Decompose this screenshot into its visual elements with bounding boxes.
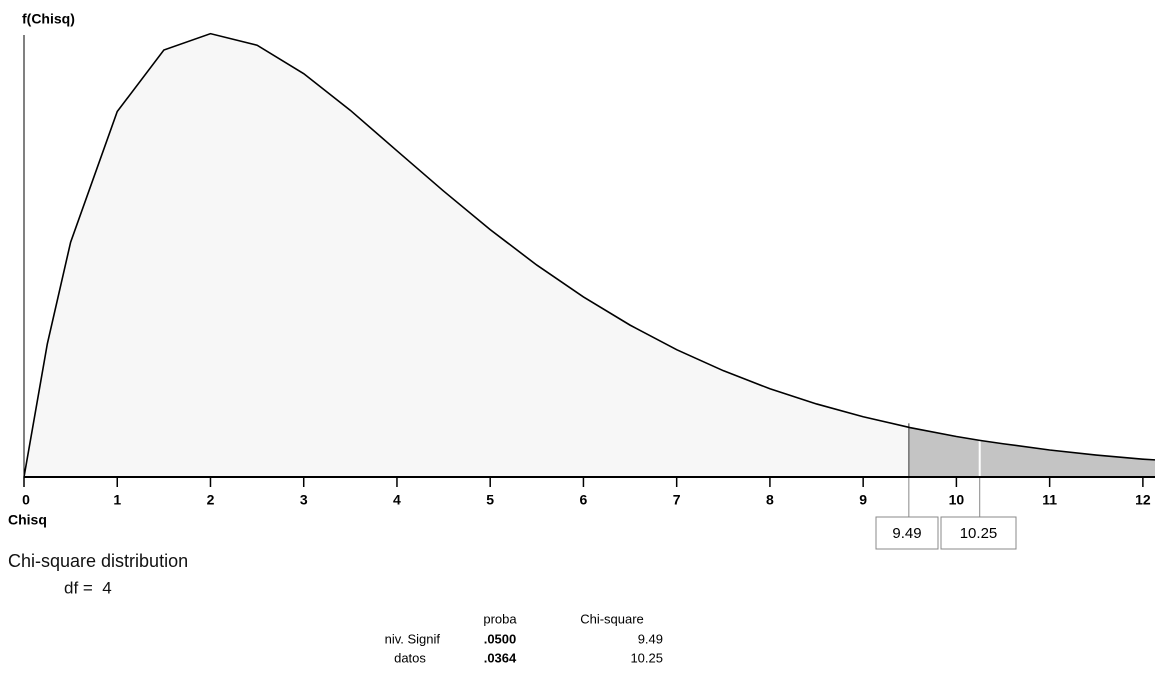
x-tick-label: 6 — [580, 492, 588, 508]
x-tick-label: 7 — [673, 492, 681, 508]
rejection-region — [908, 427, 980, 477]
chisq-cell: 9.49 — [638, 631, 663, 646]
marker-label: 9.49 — [892, 525, 921, 542]
x-tick-label: 4 — [393, 492, 401, 508]
row-label: datos — [394, 650, 426, 665]
x-tick-label: 1 — [113, 492, 121, 508]
proba-cell: .0500 — [484, 631, 517, 646]
x-tick-label: 3 — [300, 492, 308, 508]
x-tick-label: 10 — [949, 492, 965, 508]
marker-box — [875, 516, 939, 550]
x-tick-label: 11 — [1042, 492, 1057, 508]
density-curve — [23, 32, 1155, 478]
marker-label: 10.25 — [960, 525, 998, 542]
chart-title: Chi-square distribution — [8, 551, 188, 571]
x-axis-label: Chisq — [8, 512, 47, 528]
x-tick-label: 9 — [859, 492, 867, 508]
data-tail-region — [979, 440, 1155, 477]
x-tick-label: 5 — [486, 492, 494, 508]
marker-box — [940, 516, 1017, 550]
proba-cell: .0364 — [484, 650, 517, 665]
x-tick-label: 0 — [22, 492, 30, 508]
curve-area — [24, 33, 1155, 478]
table-header: Chi-square — [580, 611, 644, 626]
table-header: proba — [483, 611, 517, 626]
chisq-cell: 10.25 — [630, 650, 663, 665]
df-label: df = 4 — [64, 578, 112, 597]
y-axis-label: f(Chisq) — [22, 11, 75, 27]
x-tick-label: 12 — [1135, 492, 1151, 508]
x-tick-label: 8 — [766, 492, 774, 508]
x-tick-label: 2 — [207, 492, 215, 508]
row-label: niv. Signif — [385, 631, 441, 646]
